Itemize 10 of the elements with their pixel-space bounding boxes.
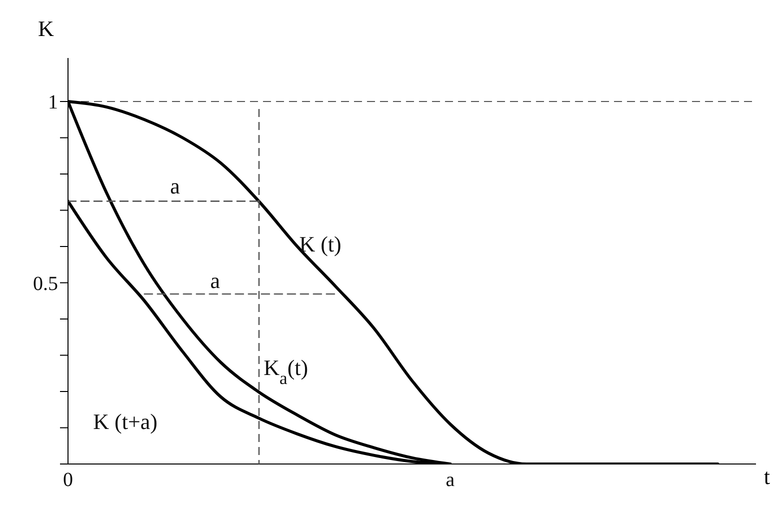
annotation: K$_{a}$(t) xyxy=(264,354,308,388)
y-tick-label: 0.5 xyxy=(33,272,58,295)
annotation: K (t+a) xyxy=(93,409,158,434)
x-axis-title: t xyxy=(764,464,770,490)
y-axis-title: K xyxy=(38,16,54,42)
y-tick-label: 1 xyxy=(48,92,58,114)
annotation: a xyxy=(170,174,180,199)
annotation: K (t) xyxy=(299,232,342,257)
x-tick-label: 0 xyxy=(63,469,73,492)
annotation: a xyxy=(210,268,220,293)
